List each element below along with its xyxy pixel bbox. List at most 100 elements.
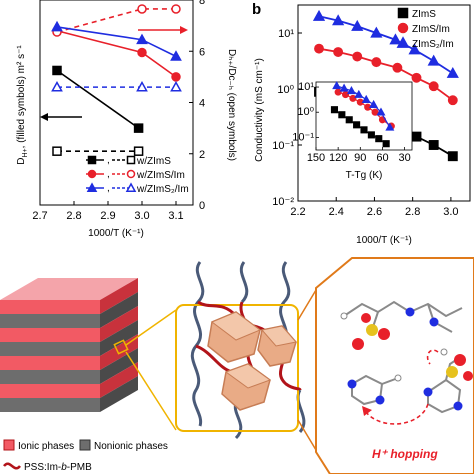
data-point bbox=[312, 9, 326, 21]
data-point-open bbox=[51, 80, 63, 92]
x-tick-label: 2.7 bbox=[32, 210, 47, 222]
left-axis-arrow bbox=[40, 113, 82, 121]
hydrogen-atom bbox=[340, 312, 348, 320]
series-line-open bbox=[56, 8, 176, 33]
panel-b-x-label: 1000/T (K⁻¹) bbox=[356, 235, 412, 246]
panel-a-series bbox=[51, 4, 182, 156]
panel-b-legend: ZImS ZImS/Im ZImS₂/Im bbox=[396, 7, 454, 50]
inset-x-tick-label: 150 bbox=[307, 152, 325, 164]
hopping-arrow bbox=[426, 349, 439, 365]
ionic-swatch bbox=[3, 439, 15, 451]
crystal-domain bbox=[207, 311, 261, 363]
x-tick-label: 2.4 bbox=[329, 206, 344, 218]
legend-separator: , bbox=[107, 183, 110, 194]
zoom-box bbox=[175, 304, 299, 432]
legend-marker-open bbox=[126, 155, 136, 165]
inset-data-point bbox=[382, 140, 390, 148]
panel-a-right-ticks: 0 2 4 6 8 bbox=[189, 0, 205, 212]
inset-data-point bbox=[354, 89, 364, 98]
legend-label: w/ZImS₂/Im bbox=[136, 184, 189, 195]
sulfur-atom bbox=[366, 324, 378, 336]
data-point bbox=[332, 14, 345, 26]
legend-marker-filled bbox=[87, 155, 97, 165]
data-point bbox=[411, 131, 422, 142]
data-point-filled bbox=[133, 123, 144, 133]
nitrogen-atom bbox=[375, 395, 385, 405]
polymer-chain bbox=[239, 261, 249, 304]
data-point bbox=[447, 151, 458, 162]
data-point-filled bbox=[51, 20, 63, 32]
data-point-filled bbox=[137, 47, 147, 58]
right-tick-label: 0 bbox=[199, 200, 205, 212]
inset-data-point bbox=[332, 81, 342, 90]
legend-marker bbox=[397, 7, 409, 19]
data-point bbox=[411, 72, 422, 83]
legend-label: w/ZImS/Im bbox=[136, 170, 185, 181]
callout-connector bbox=[297, 419, 317, 451]
inset-data-point bbox=[385, 122, 395, 131]
data-point-filled bbox=[170, 50, 182, 61]
x-tick-label: 3.1 bbox=[168, 210, 183, 222]
nonionic-label: Nonionic phases bbox=[94, 441, 168, 452]
data-point bbox=[427, 54, 440, 66]
crystal-domain bbox=[257, 325, 297, 367]
panel-b-y-label: Conductivity (mS cm⁻¹) bbox=[254, 58, 265, 162]
right-tick-label: 6 bbox=[199, 46, 205, 58]
data-point bbox=[428, 140, 439, 150]
legend-marker bbox=[396, 36, 410, 48]
panel-a: 2.7 2.8 2.9 3.0 3.1 0 2 4 6 8 1000/T (K⁻¹) DH+, … bbox=[16, 0, 237, 239]
data-point bbox=[314, 43, 324, 54]
inset-frame bbox=[315, 81, 413, 151]
data-point bbox=[408, 43, 421, 55]
panel-b-y-ticks: 10⁻² 10⁻¹ 10⁰ 10¹ bbox=[272, 28, 302, 208]
zoom-marker bbox=[113, 339, 129, 355]
inset-data-point bbox=[367, 131, 375, 139]
right-tick-label: 8 bbox=[199, 0, 205, 7]
data-point-open bbox=[136, 80, 148, 92]
panel-b-frame bbox=[297, 4, 471, 202]
inset-data-point bbox=[353, 121, 361, 129]
nitrogen-atom bbox=[423, 387, 433, 397]
inset-data-point bbox=[330, 106, 339, 114]
polymer-label: PSS:Im-b-PMB bbox=[24, 462, 92, 473]
inset-x-tick-label: 60 bbox=[376, 152, 388, 164]
polymer-chain bbox=[190, 261, 205, 427]
data-point bbox=[446, 66, 459, 78]
hydrogen-atom bbox=[394, 374, 402, 382]
inset-data-point bbox=[371, 108, 379, 116]
data-point bbox=[352, 51, 363, 62]
inset-data-point bbox=[360, 126, 368, 134]
data-point-open bbox=[137, 4, 147, 14]
inset-data-point bbox=[339, 83, 349, 92]
nitrogen-atom bbox=[405, 307, 415, 317]
oxygen-atom bbox=[378, 328, 390, 340]
legend-separator: , bbox=[107, 155, 110, 166]
oxygen-atom bbox=[454, 354, 466, 366]
inset-y-ticks: 10⁻¹ 10⁰ 10¹ bbox=[292, 81, 319, 143]
data-point-open bbox=[52, 146, 62, 156]
legend-label: ZImS bbox=[412, 9, 436, 20]
zoom-connector bbox=[125, 309, 177, 346]
inset-x-tick-label: 30 bbox=[398, 152, 410, 164]
callout-connector bbox=[297, 289, 317, 321]
right-axis-arrow bbox=[138, 26, 188, 34]
inset-data-point bbox=[369, 99, 379, 108]
inset-data-point bbox=[349, 94, 357, 102]
oxygen-atom bbox=[352, 338, 364, 350]
ionic-label: Ionic phases bbox=[18, 441, 74, 452]
legend-marker-open bbox=[126, 169, 136, 179]
inset-data-point bbox=[338, 111, 346, 119]
data-point-filled bbox=[52, 65, 62, 76]
schematic-legend: Ionic phases Nonionic phases PSS:Im-b-PM… bbox=[3, 439, 168, 473]
panel-b-x-ticks: 2.2 2.4 2.6 2.8 3.0 bbox=[290, 197, 459, 218]
y-tick-label: 10⁻² bbox=[272, 196, 294, 208]
inset-series bbox=[330, 81, 395, 148]
data-point bbox=[392, 62, 403, 73]
layered-block bbox=[0, 278, 138, 412]
x-tick-label: 2.2 bbox=[290, 206, 305, 218]
nonionic-swatch bbox=[79, 439, 91, 451]
panel-a-right-y-label: Dₕ₊/Dᴄ₋ₕ (open symbols) bbox=[226, 49, 237, 161]
oxygen-atom bbox=[463, 371, 473, 381]
schematic: H⁺ hopping Ionic phases Nonionic phases … bbox=[0, 257, 474, 474]
